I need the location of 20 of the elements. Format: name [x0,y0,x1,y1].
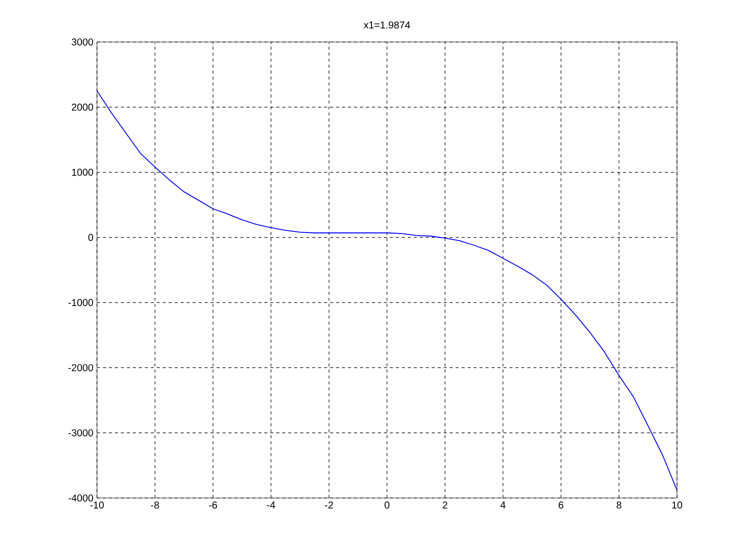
x-tick-label: -4 [267,502,276,508]
y-tick-label: -3000 [68,429,94,436]
x-tick-label: -10 [90,502,104,509]
chart-title: x1=1.9874 [364,21,410,28]
x-tick-label: -2 [325,502,333,508]
x-tick-label: 10 [672,502,682,509]
y-tick-label: 1000 [72,168,94,176]
x-tick-label: 6 [558,502,564,509]
x-tick-label: -8 [151,502,159,509]
x-tick-label: 4 [500,502,506,508]
y-tick-label: 3000 [72,38,94,46]
x-tick-label: 0 [384,502,390,509]
y-tick-label: 0 [88,234,94,241]
x-tick-label: 8 [616,502,622,509]
y-tick-label: 2000 [72,104,94,111]
y-tick-label: -4000 [68,494,94,502]
y-tick-label: -2000 [68,364,94,372]
x-tick-label: -6 [209,502,217,509]
x-tick-label: 2 [442,502,448,508]
y-tick-label: -1000 [68,299,94,306]
